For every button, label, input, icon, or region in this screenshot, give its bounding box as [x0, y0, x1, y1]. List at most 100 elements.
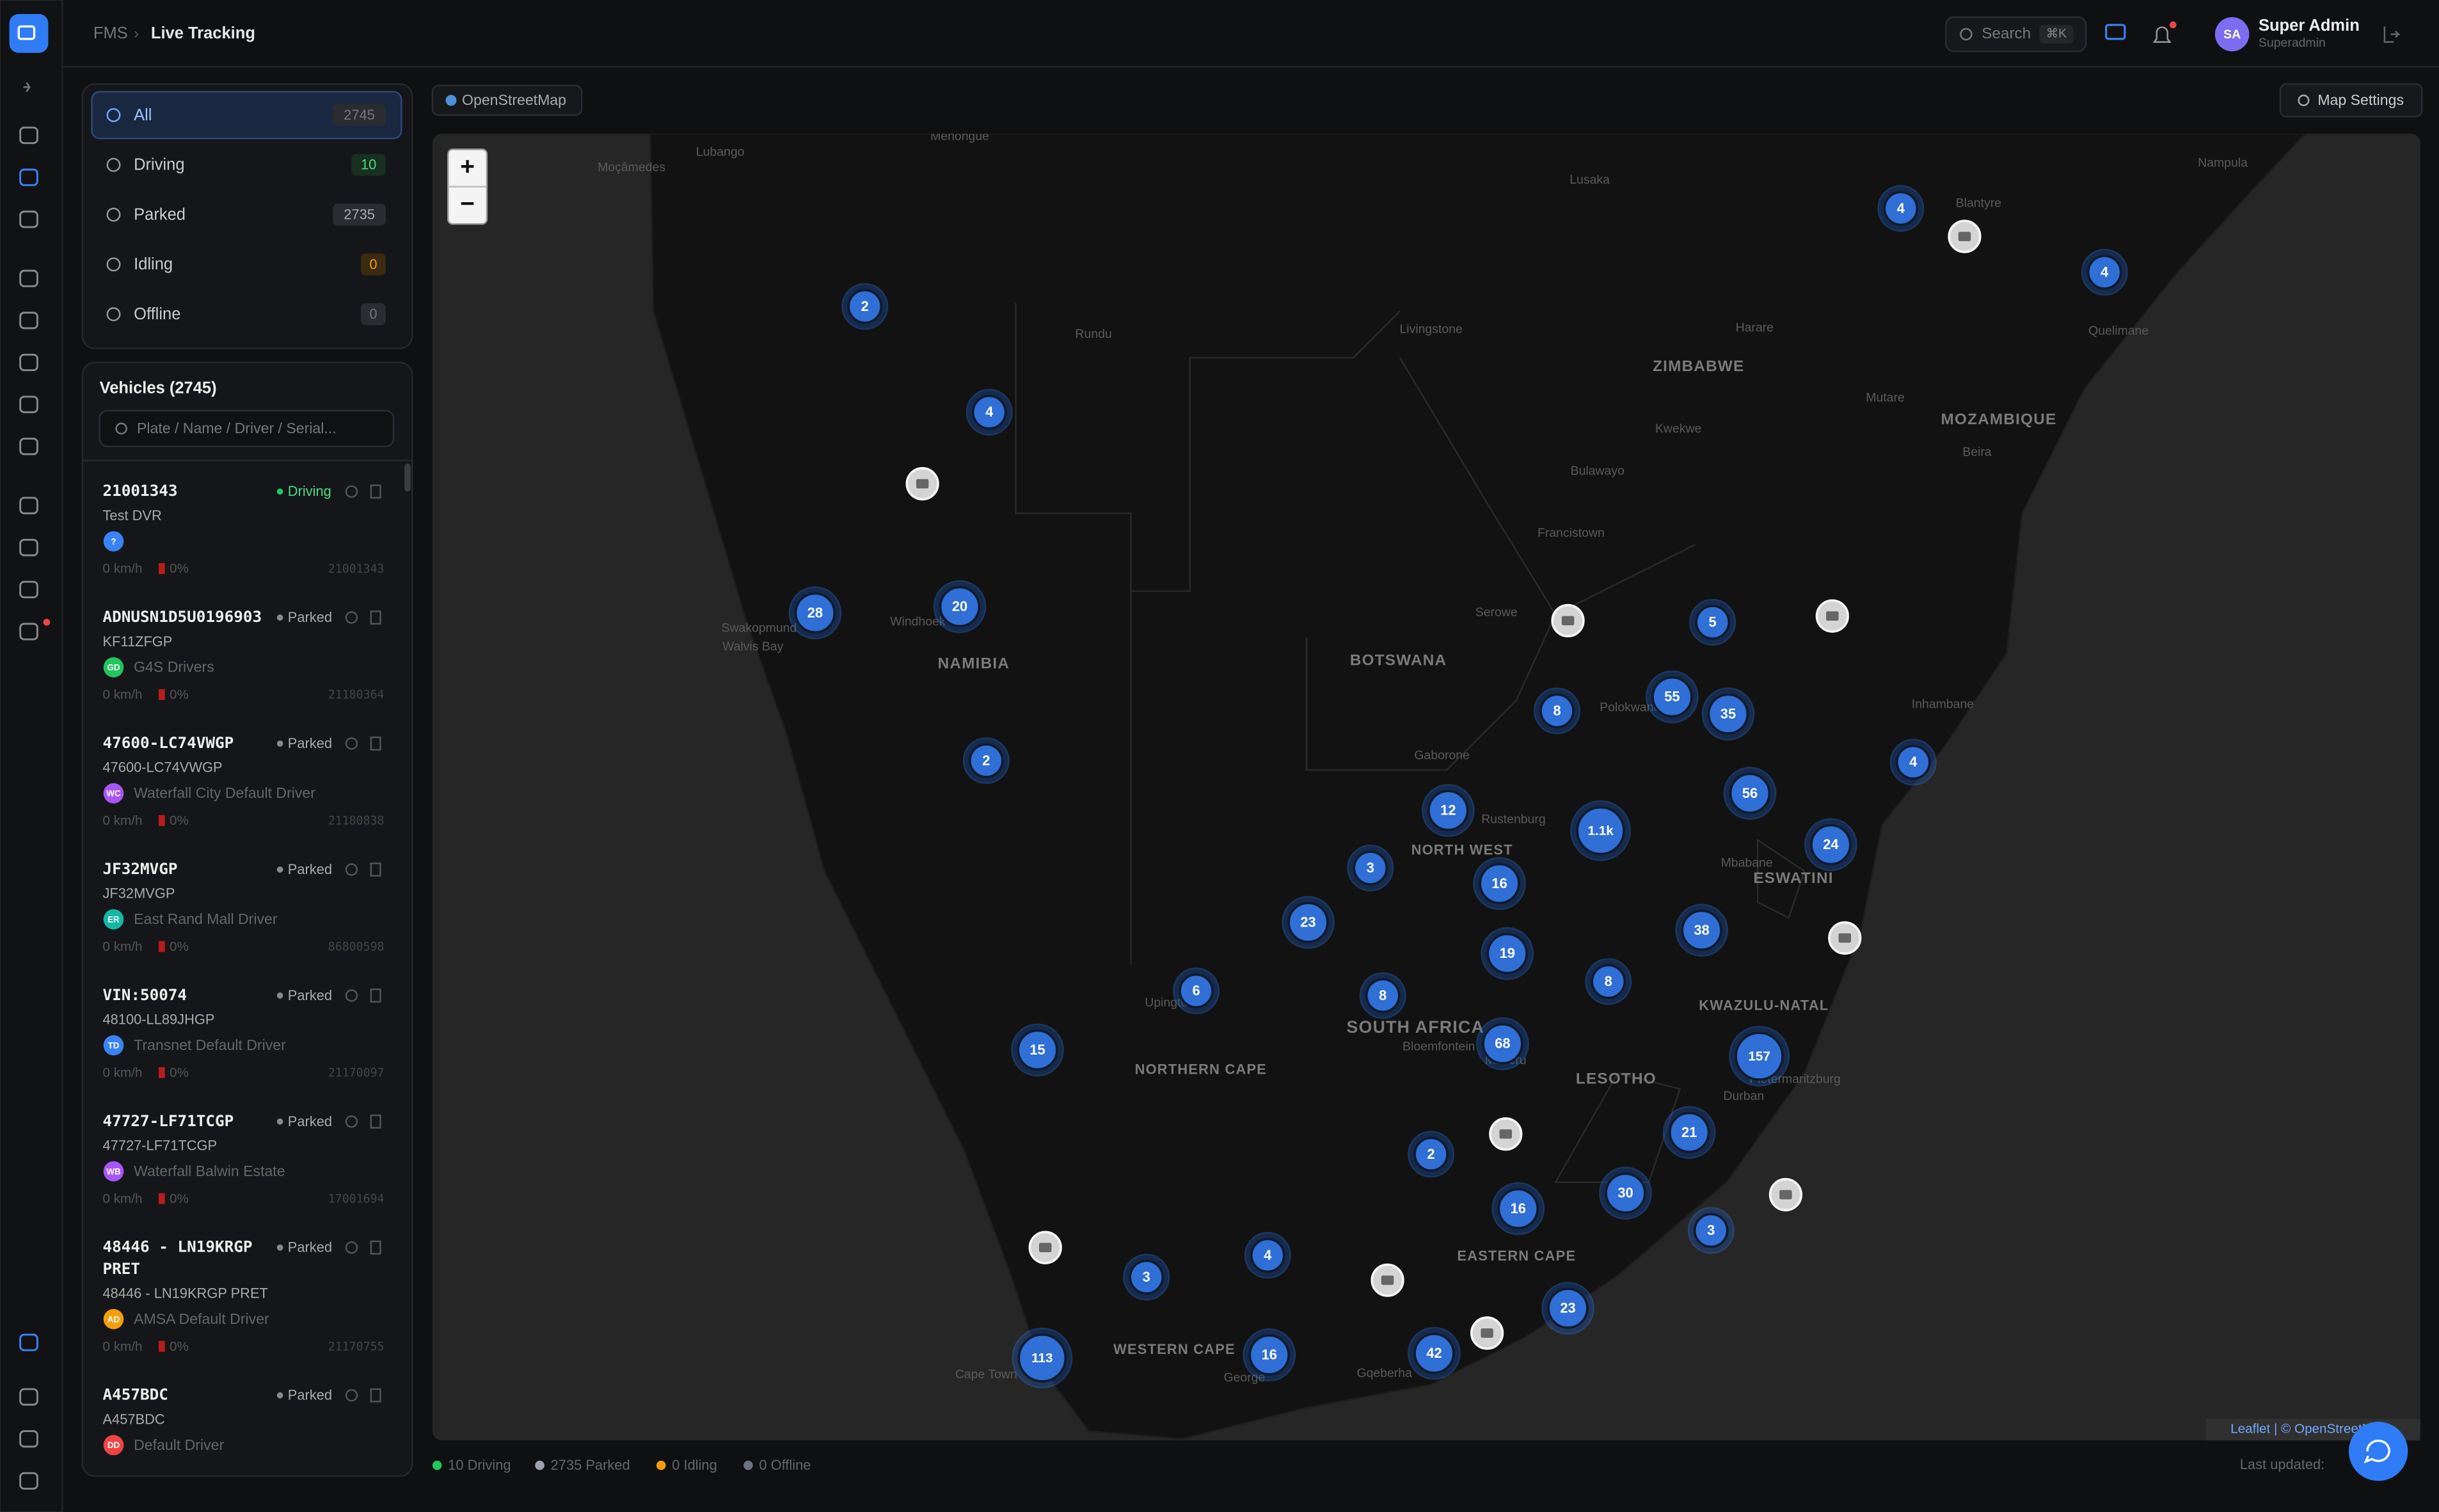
cluster[interactable]	[1486, 933, 1528, 975]
vehicle-item[interactable]: 47727-LF71TCGP Parked 47727-LF71TCGP WB Wate…	[102, 1111, 384, 1206]
cluster[interactable]	[1681, 909, 1722, 951]
cluster[interactable]	[1287, 902, 1329, 943]
filter-label[interactable]: Idling	[134, 255, 173, 273]
watch-icon[interactable]	[345, 1241, 358, 1254]
bookmark-icon[interactable]	[370, 484, 381, 499]
filter-label[interactable]: Offline	[134, 305, 180, 323]
nav-icon[interactable]	[19, 1388, 38, 1406]
vehicle-item[interactable]: A457BDC Parked A457BDC DD Default Driver	[102, 1385, 381, 1456]
nav-icon[interactable]	[19, 1430, 38, 1448]
bookmark-icon[interactable]	[370, 988, 381, 1003]
attribution[interactable]: Leaflet | © OpenStreetMap	[2230, 1422, 2388, 1436]
bookmark-icon[interactable]	[370, 736, 381, 751]
cluster[interactable]	[1693, 1213, 1729, 1248]
vehicle-search[interactable]	[99, 410, 395, 447]
cluster[interactable]	[1576, 806, 1625, 855]
app-logo[interactable]	[9, 13, 49, 53]
vehicle-item[interactable]: 21001343 Driving Test DVR? 0 km/h 0% 21001343	[102, 481, 384, 576]
cluster[interactable]	[1695, 605, 1730, 640]
bookmark-icon[interactable]	[370, 1240, 381, 1255]
cluster[interactable]	[1497, 1188, 1539, 1230]
cluster[interactable]	[968, 743, 1004, 779]
cluster[interactable]	[1017, 1029, 1058, 1071]
watch-icon[interactable]	[345, 989, 358, 1002]
zoom-in[interactable]: +	[460, 153, 475, 180]
cluster[interactable]	[1427, 790, 1469, 831]
nav-icon[interactable]	[19, 168, 38, 186]
cluster[interactable]	[1482, 1023, 1523, 1065]
map[interactable]: NAMIBIA BOTSWANA ZIMBABWE MOZAMBIQUE SOUTH A…	[432, 129, 2420, 1441]
cluster[interactable]	[794, 592, 836, 634]
filter-label[interactable]: All	[134, 106, 152, 124]
cluster[interactable]	[1413, 1332, 1455, 1374]
cluster[interactable]	[1591, 964, 1626, 999]
filter-label[interactable]: Driving	[134, 156, 184, 174]
watch-icon[interactable]	[345, 485, 358, 498]
cluster[interactable]	[1707, 693, 1749, 735]
vehicle-item[interactable]: JF32MVGP Parked JF32MVGP ER East Rand Mall D…	[102, 859, 384, 954]
bookmark-icon[interactable]	[370, 863, 381, 877]
watch-icon[interactable]	[345, 737, 358, 750]
nav-icon[interactable]	[19, 126, 38, 145]
nav-icon[interactable]	[19, 269, 38, 287]
cluster[interactable]	[1810, 824, 1852, 866]
filter-label[interactable]: Parked	[134, 205, 186, 223]
vehicle-item[interactable]: VIN:50074 Parked 48100-LL89JHGP TD Transnet …	[102, 985, 384, 1080]
cluster[interactable]	[1017, 1333, 1067, 1383]
bookmark-icon[interactable]	[370, 1114, 381, 1129]
cluster[interactable]	[1353, 850, 1388, 886]
chat-button[interactable]	[2348, 1421, 2408, 1481]
expand-icon[interactable]	[23, 82, 31, 93]
nav-icon[interactable]	[19, 1472, 38, 1490]
cluster[interactable]	[939, 585, 981, 628]
cluster[interactable]	[1883, 191, 1919, 227]
nav-icon[interactable]	[19, 395, 38, 413]
breadcrumb-root[interactable]: FMS	[93, 24, 128, 42]
map-settings-button[interactable]	[2279, 83, 2423, 118]
cluster[interactable]	[1605, 1172, 1646, 1214]
bell-icon[interactable]	[2152, 26, 2172, 43]
nav-icon[interactable]	[19, 580, 38, 598]
vehicle-item[interactable]: 48446 - LN19KRGP PRET Parked 48446 - LN19KR…	[102, 1237, 384, 1354]
cluster[interactable]	[2086, 255, 2122, 290]
watch-icon[interactable]	[345, 1115, 358, 1128]
nav-icon[interactable]	[19, 312, 38, 330]
cluster[interactable]	[1129, 1259, 1164, 1295]
watch-icon[interactable]	[345, 611, 358, 624]
nav-icon[interactable]	[19, 623, 38, 641]
bookmark-icon[interactable]	[370, 1388, 381, 1403]
nav-icon[interactable]	[19, 497, 38, 514]
watch-icon[interactable]	[345, 1389, 358, 1402]
cluster[interactable]	[1248, 1334, 1291, 1376]
nav-icon[interactable]	[19, 539, 38, 557]
cluster[interactable]	[1651, 676, 1693, 718]
cluster[interactable]	[1547, 1287, 1589, 1329]
logout-icon[interactable]	[2383, 26, 2401, 43]
cluster[interactable]	[1413, 1136, 1449, 1172]
nav-icon[interactable]	[19, 211, 38, 228]
cluster[interactable]	[1479, 863, 1520, 905]
cluster[interactable]	[1668, 1111, 1710, 1154]
screen-icon[interactable]	[2105, 24, 2126, 40]
watch-icon[interactable]	[345, 863, 358, 876]
nav-icon[interactable]	[19, 353, 38, 372]
cluster[interactable]	[1735, 1031, 1784, 1081]
cluster[interactable]	[1250, 1237, 1285, 1273]
avatar[interactable]	[2214, 17, 2250, 52]
nav-icon[interactable]	[19, 438, 38, 456]
cluster[interactable]	[1895, 744, 1931, 780]
vehicle-item[interactable]: ADNUSN1D5U0196903 Parked KF11ZFGP GD G4S Dri…	[102, 607, 384, 702]
cluster[interactable]	[971, 394, 1007, 430]
cluster[interactable]	[1729, 772, 1771, 815]
cluster[interactable]	[1539, 693, 1575, 729]
filter-active[interactable]	[91, 91, 402, 139]
cluster[interactable]	[1365, 978, 1401, 1014]
driver-avatar	[103, 1035, 124, 1056]
cluster[interactable]	[1179, 973, 1214, 1008]
cluster[interactable]	[847, 289, 883, 324]
vehicle-item[interactable]: 47600-LC74VWGP Parked 47600-LC74VWGP WC Wate…	[102, 733, 384, 828]
nav-icon[interactable]	[19, 1333, 38, 1351]
zoom-out[interactable]: −	[460, 190, 475, 218]
source-chip[interactable]	[431, 84, 583, 116]
bookmark-icon[interactable]	[370, 610, 381, 625]
